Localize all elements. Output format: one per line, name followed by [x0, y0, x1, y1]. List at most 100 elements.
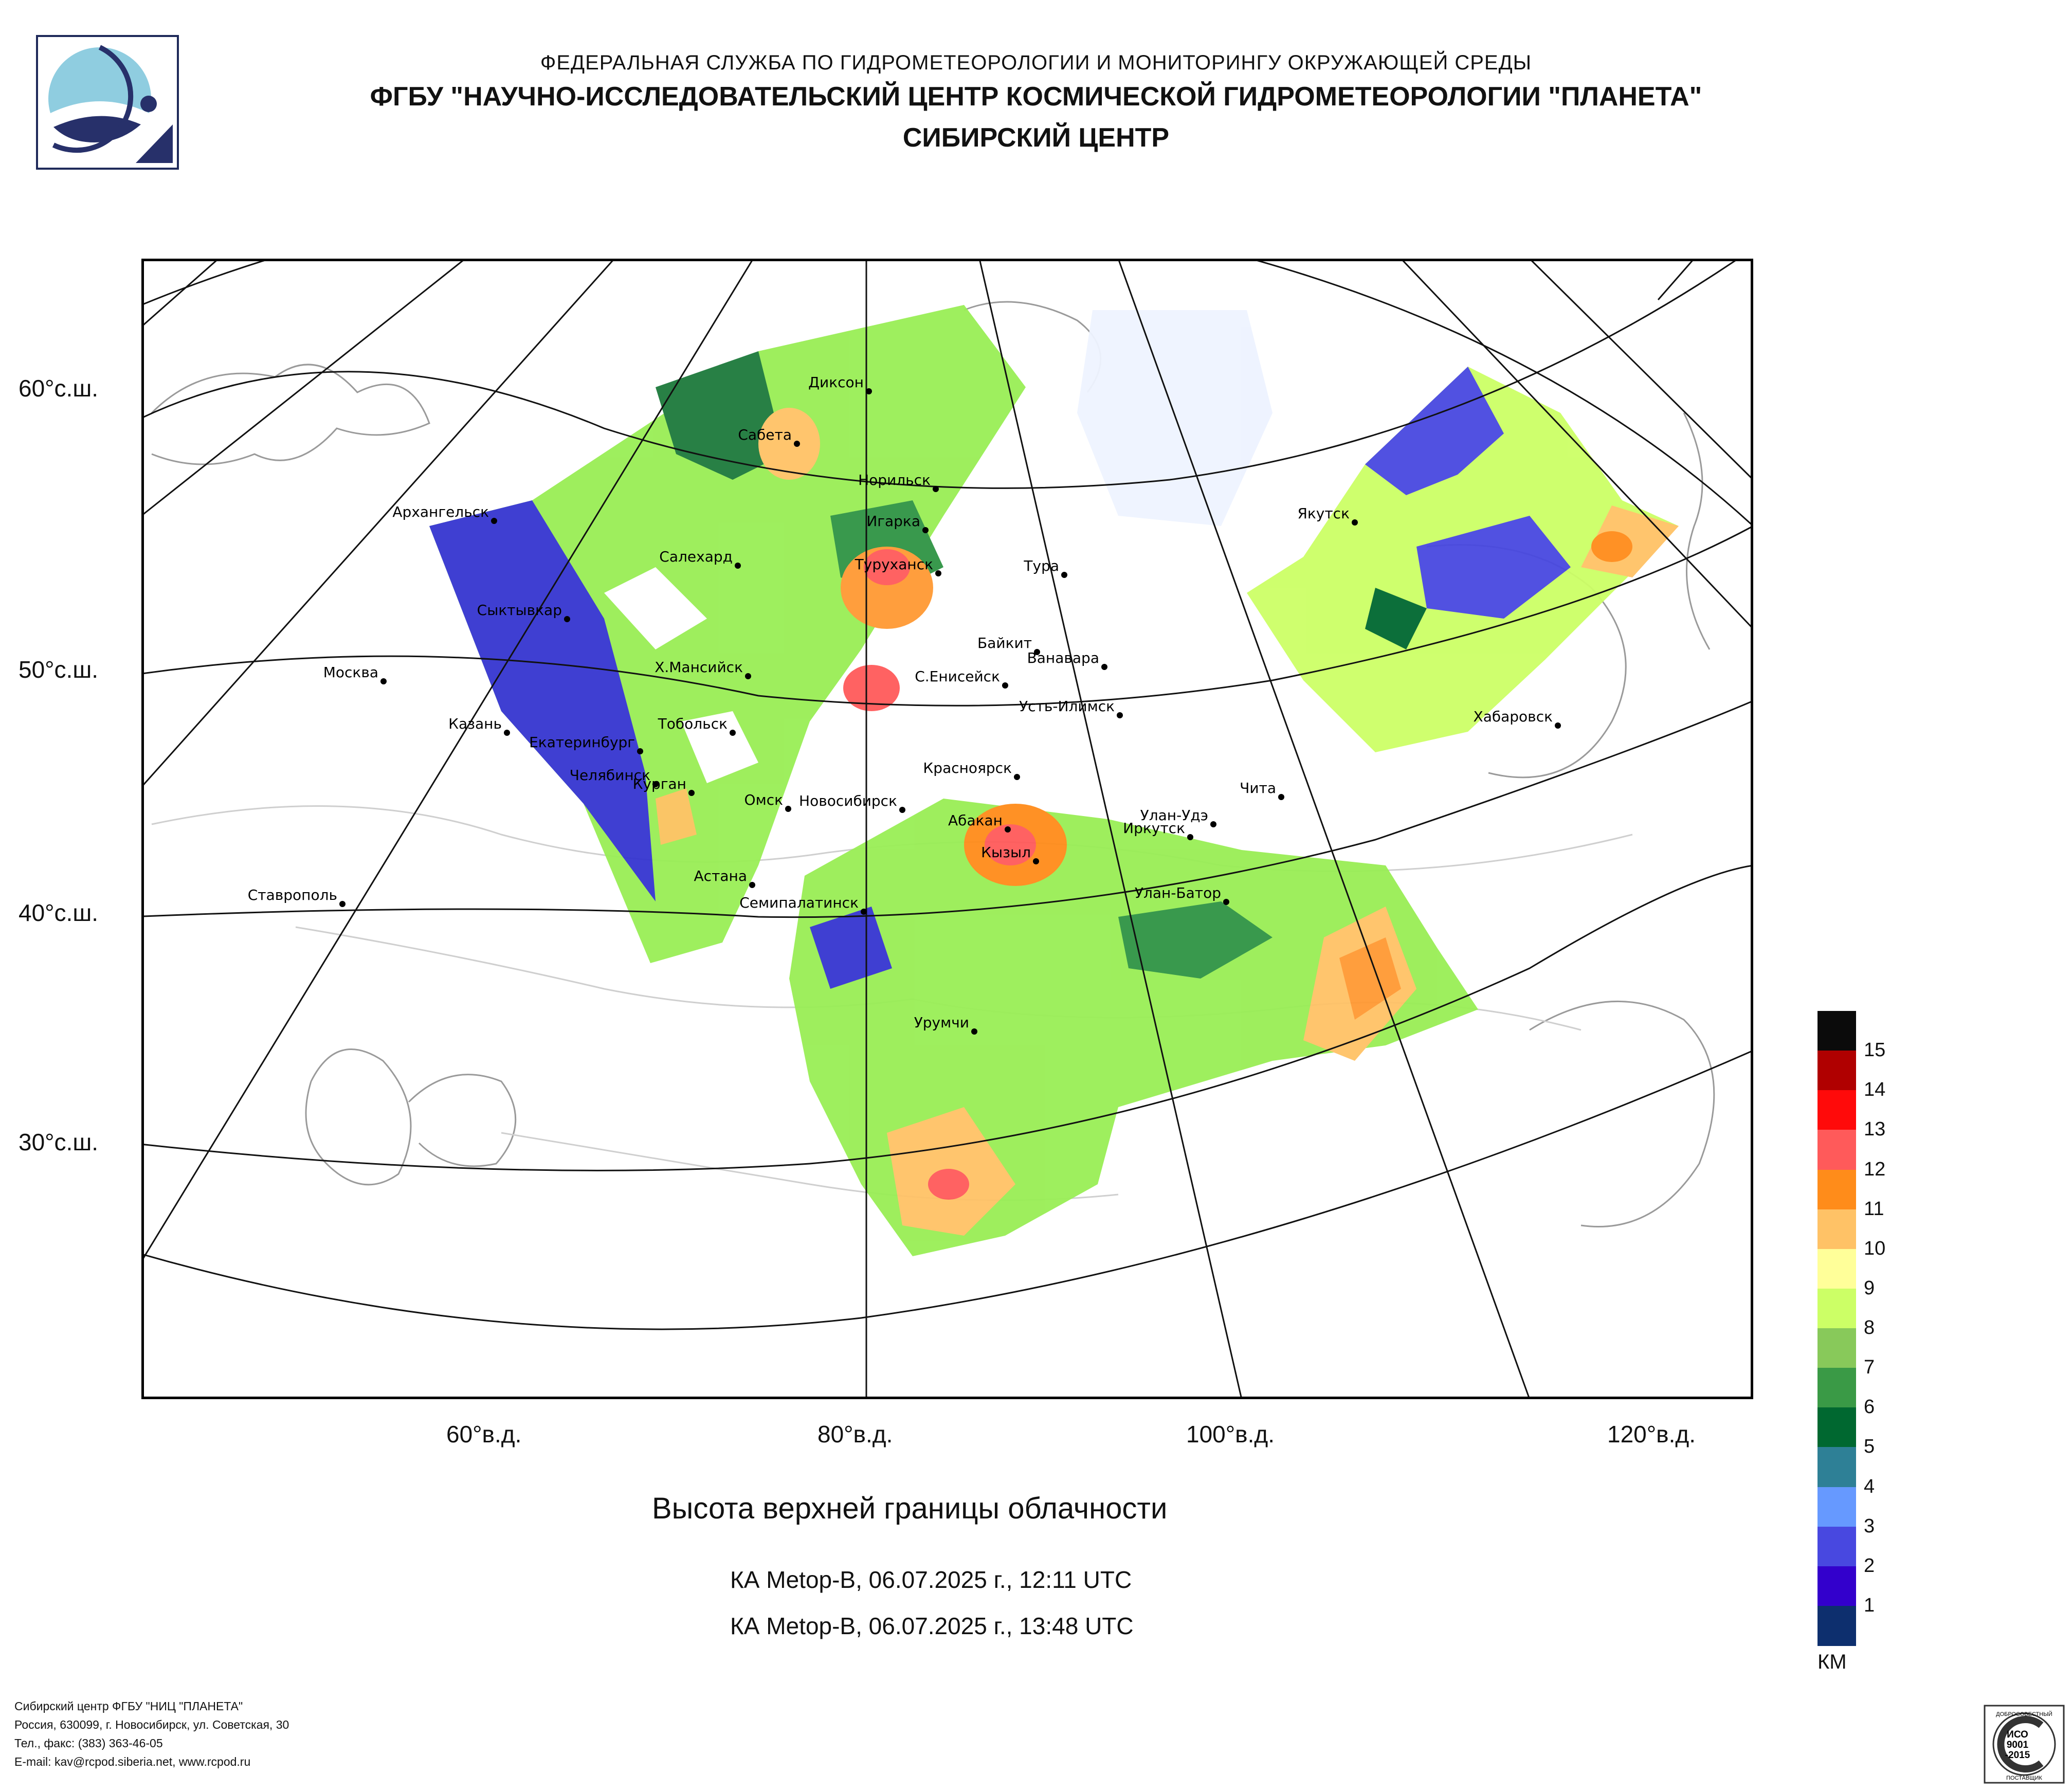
organization-name: ФГБУ "НАУЧНО-ИССЛЕДОВАТЕЛЬСКИЙ ЦЕНТР КОС… — [370, 82, 1702, 112]
city-label: С.Енисейск — [915, 668, 1000, 685]
cloud-swath-3 — [656, 788, 1478, 1256]
city-marker — [933, 486, 939, 492]
legend-labels: 15 14 13 12 11 10 9 8 7 6 5 4 3 2 1 — [1864, 1011, 1920, 1645]
city-label: Абакан — [948, 812, 1003, 829]
legend-value: 6 — [1864, 1396, 1875, 1418]
legend-value: 2 — [1864, 1554, 1875, 1577]
legend-swatch — [1817, 1605, 1856, 1646]
cert-bottom-text: ПОСТАВЩИК — [2006, 1775, 2042, 1781]
city-marker — [1223, 899, 1229, 905]
city-label: Якутск — [1297, 505, 1350, 522]
legend-value: 8 — [1864, 1317, 1875, 1338]
city-marker — [861, 909, 867, 915]
cloud-top-height-map: Диксон Сабета Норильск Игарка Туруханск Тура С… — [141, 258, 1754, 1400]
city-label: Хабаровск — [1474, 708, 1553, 725]
cloud-swath-1 — [429, 305, 1026, 963]
city-marker — [339, 901, 346, 907]
legend-value: 12 — [1864, 1158, 1886, 1180]
legend-colorbar — [1817, 1011, 1856, 1646]
city-marker — [1278, 794, 1284, 800]
city-marker — [380, 678, 387, 684]
footer-address: Россия, 630099, г. Новосибирск, ул. Сове… — [14, 1718, 289, 1731]
city-label: Кызыл — [981, 844, 1031, 861]
legend-value: 3 — [1864, 1515, 1875, 1537]
lat-label-50: 50°с.ш. — [19, 656, 99, 683]
legend-value: 15 — [1864, 1039, 1886, 1061]
satellite-pass-2: КА Metop-B, 06.07.2025 г., 13:48 UTC — [730, 1613, 1134, 1639]
city-label: Салехард — [659, 548, 733, 565]
city-label: Тобольск — [658, 715, 728, 732]
city-marker — [899, 807, 905, 813]
lon-label-120: 120°в.д. — [1607, 1421, 1696, 1448]
city-label: Новосибирск — [799, 792, 897, 809]
legend-swatch — [1817, 1209, 1856, 1250]
city-marker — [1352, 519, 1358, 526]
legend-swatch — [1817, 1368, 1856, 1408]
city-marker — [935, 570, 941, 576]
graticule — [141, 259, 1753, 1399]
city-label: Сыктывкар — [477, 602, 562, 619]
legend-swatch — [1817, 1169, 1856, 1210]
city-label: Ванавара — [1027, 649, 1099, 666]
legend-value: 9 — [1864, 1277, 1875, 1299]
city-marker — [1005, 826, 1011, 833]
city-label: Улан-Батор — [1135, 884, 1221, 901]
city-label: Х.Мансийск — [655, 659, 743, 676]
city-label: Чита — [1240, 780, 1276, 797]
city-label: Курган — [633, 775, 686, 792]
footer-contacts: Сибирский центр ФГБУ "НИЦ "ПЛАНЕТА" Росс… — [14, 1697, 289, 1771]
legend-swatch — [1817, 1130, 1856, 1170]
city-marker — [491, 518, 497, 524]
city-marker — [730, 730, 736, 736]
city-marker — [1061, 572, 1067, 578]
legend-value: 10 — [1864, 1237, 1886, 1259]
footer-email[interactable]: E-mail: kav@rcpod.siberia.net, www.rcpod… — [14, 1755, 251, 1768]
legend-value: 14 — [1864, 1079, 1886, 1101]
city-label: Москва — [323, 664, 378, 681]
city-marker — [504, 730, 510, 736]
legend-value: 7 — [1864, 1356, 1875, 1379]
city-marker — [564, 616, 570, 622]
lat-label-60: 60°с.ш. — [19, 375, 99, 402]
footer-phone: Тел., факс: (383) 363-46-05 — [14, 1736, 163, 1750]
city-label: Екатеринбург — [529, 734, 635, 751]
lat-label-30: 30°с.ш. — [19, 1129, 99, 1155]
legend-swatch — [1817, 1051, 1856, 1091]
legend-swatch — [1817, 1526, 1856, 1567]
city-marker — [866, 388, 872, 394]
city-label: Омск — [744, 791, 783, 808]
lon-label-80: 80°в.д. — [817, 1421, 893, 1448]
city-markers: Диксон Сабета Норильск Игарка Туруханск Тура С… — [248, 374, 1561, 1035]
legend-swatch — [1817, 1407, 1856, 1448]
legend-swatch — [1817, 1328, 1856, 1368]
city-label: Сабета — [738, 426, 792, 443]
city-label: Астана — [694, 867, 747, 884]
map-title: Высота верхней границы облачности — [652, 1492, 1168, 1525]
city-marker — [1034, 649, 1040, 655]
city-label: Усть-Илимск — [1019, 698, 1115, 715]
footer-org: Сибирский центр ФГБУ "НИЦ "ПЛАНЕТА" — [14, 1699, 243, 1713]
lon-label-60: 60°в.д. — [446, 1421, 522, 1448]
city-label: Семипалатинск — [739, 894, 859, 911]
legend-value: 1 — [1864, 1594, 1875, 1616]
city-label: Игарка — [866, 513, 920, 530]
city-label: Диксон — [808, 374, 864, 391]
city-label: Иркутск — [1123, 820, 1185, 837]
city-label: Туруханск — [855, 556, 933, 573]
map-frame — [141, 258, 1754, 1400]
city-marker — [735, 563, 741, 569]
city-label: Норильск — [858, 472, 931, 489]
city-marker — [1101, 664, 1107, 670]
legend-swatch — [1817, 1011, 1856, 1051]
city-label: Урумчи — [914, 1014, 969, 1031]
legend-unit: КМ — [1817, 1651, 1847, 1673]
planeta-logo — [36, 35, 179, 170]
city-marker — [749, 882, 755, 888]
iso-certification-badge: ДОБРОСОВЕСТНЫЙ ИСО 9001 -2015 ПОСТАВЩИК — [1984, 1705, 2065, 1784]
lon-label-100: 100°в.д. — [1186, 1421, 1275, 1448]
cloud-swath-2 — [1077, 310, 1679, 752]
legend-swatch — [1817, 1487, 1856, 1527]
city-marker — [1117, 712, 1123, 718]
agency-name: ФЕДЕРАЛЬНАЯ СЛУЖБА ПО ГИДРОМЕТЕОРОЛОГИИ … — [540, 51, 1532, 74]
city-marker — [971, 1028, 977, 1035]
